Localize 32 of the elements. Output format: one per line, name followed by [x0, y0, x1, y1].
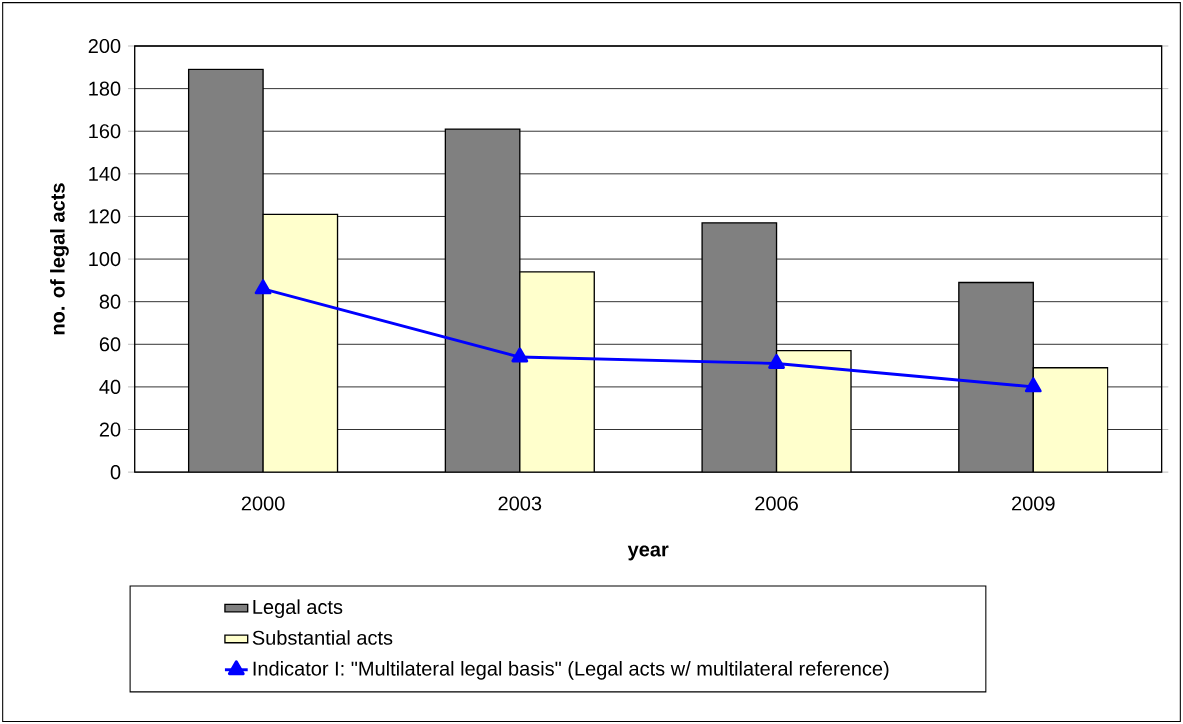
- y-tick-label: 180: [89, 81, 121, 96]
- bar: [958, 281, 1034, 473]
- point: [768, 353, 785, 369]
- x-tick-label: 2000: [241, 496, 285, 511]
- y-tick-label: 40: [99, 379, 121, 394]
- y-tick-label: 200: [88, 38, 121, 53]
- y-tick-label: 0: [110, 464, 121, 480]
- y-axis-title: no. of legal acts: [50, 183, 69, 335]
- bar: [519, 271, 595, 473]
- legend-label: Indicator I: "Multilateral legal basis" (Legal acts w/ multilateral reference): [253, 660, 889, 680]
- bar: [444, 128, 521, 473]
- point: [511, 347, 529, 363]
- y-tick-label: 20: [99, 422, 121, 437]
- y-tick-label: 100: [89, 251, 121, 267]
- bar: [775, 349, 852, 473]
- point: [254, 279, 272, 295]
- bar: [701, 222, 778, 473]
- bar: [262, 213, 339, 473]
- bar: [1032, 366, 1109, 473]
- point: [1024, 377, 1042, 393]
- y-tick-label: 160: [89, 124, 121, 139]
- legend-label: Substantial acts: [252, 630, 393, 645]
- x-tick-label: 2009: [1012, 496, 1055, 511]
- y-tick-label: 120: [89, 209, 121, 224]
- legend-label: Legal acts: [253, 599, 343, 618]
- y-tick-label: 80: [99, 294, 121, 309]
- y-tick-label: 60: [99, 337, 121, 352]
- y-tick-label: 140: [89, 166, 121, 181]
- bar: [187, 68, 264, 473]
- x-tick-label: 2003: [498, 496, 542, 511]
- x-tick-label: 2006: [755, 496, 798, 511]
- x-axis-title: year: [627, 545, 669, 561]
